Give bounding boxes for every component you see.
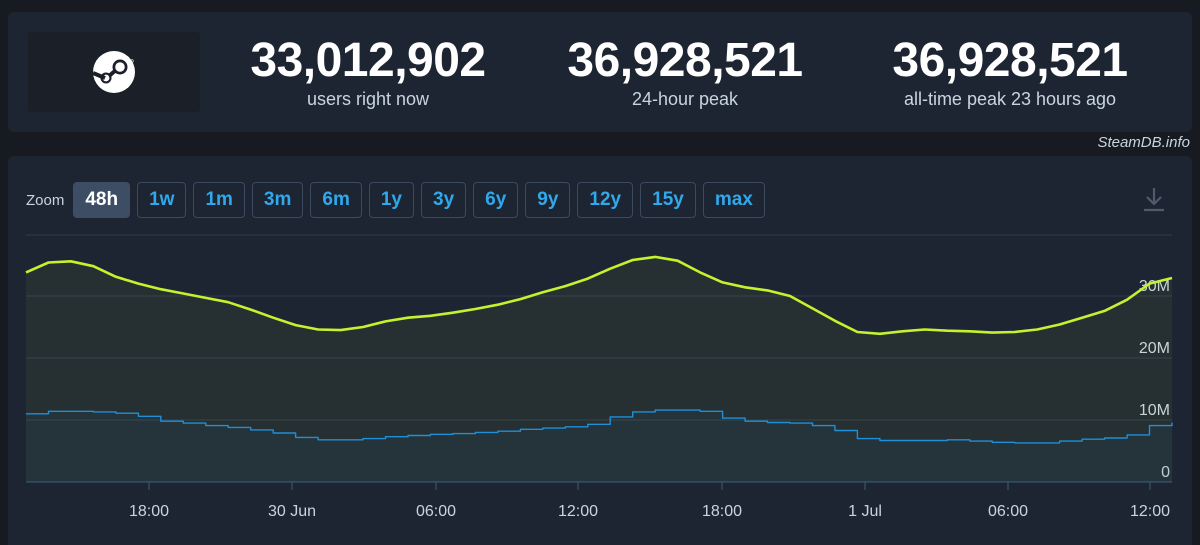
stat-label: users right now	[306, 89, 430, 109]
stat-value: 36,928,521	[892, 34, 1128, 87]
zoom-button-1y[interactable]: 1y	[368, 182, 414, 218]
series-line-0	[25, 255, 1173, 336]
y-tick-label: 30M	[1139, 278, 1170, 295]
zoom-button-3y[interactable]: 3y	[421, 182, 467, 218]
stat-24h-peak: 36,928,521 24-hour peak	[525, 36, 845, 112]
y-tick-label: 20M	[1139, 340, 1170, 357]
zoom-button-1w[interactable]: 1w	[137, 182, 187, 218]
stat-value: 33,012,902	[250, 34, 486, 87]
x-tick-label: 18:00	[129, 503, 169, 520]
stat-label: all-time peak 23 hours ago	[903, 89, 1117, 109]
zoom-button-1m[interactable]: 1m	[193, 182, 245, 218]
x-tick-label: 06:00	[988, 503, 1028, 520]
steam-logo[interactable]	[28, 32, 200, 112]
zoom-button-9y[interactable]: 9y	[525, 182, 571, 218]
stat-users-now: 33,012,902 users right now	[208, 36, 528, 112]
zoom-button-max[interactable]: max	[702, 182, 765, 218]
stat-all-time-peak: 36,928,521 all-time peak 23 hours ago	[850, 36, 1170, 112]
zoom-button-3m[interactable]: 3m	[251, 182, 304, 218]
zoom-button-12y[interactable]: 12y	[577, 182, 634, 218]
steam-logo-icon	[92, 51, 135, 93]
zoom-button-6y[interactable]: 6y	[473, 182, 519, 218]
series-area-0	[26, 256, 1172, 482]
stats-panel: 33,012,902 users right now 36,928,521 24…	[8, 12, 1192, 132]
stat-label: 24-hour peak	[631, 89, 739, 109]
steamdb-credit[interactable]: SteamDB.info	[1097, 134, 1190, 151]
y-tick-label: 0	[1161, 464, 1170, 481]
series-area-1	[26, 410, 1172, 482]
x-tick-label: 12:00	[558, 503, 598, 520]
stat-value: 36,928,521	[567, 34, 803, 87]
x-tick-label: 1 Jul	[848, 503, 882, 520]
x-tick-label: 30 Jun	[268, 503, 316, 520]
download-icon[interactable]	[1140, 184, 1168, 214]
zoom-buttons: 48h 1w 1m 3m 6m 1y 3y 6y 9y 12y 15y max	[73, 182, 772, 218]
x-tick-label: 12:00	[1130, 503, 1170, 520]
y-tick-label: 10M	[1139, 402, 1170, 419]
zoom-bar: Zoom 48h 1w 1m 3m 6m 1y 3y 6y 9y 12y 15y max	[26, 182, 772, 218]
zoom-label: Zoom	[26, 191, 65, 209]
zoom-button-15y[interactable]: 15y	[640, 182, 696, 218]
zoom-button-48h[interactable]: 48h	[73, 182, 131, 218]
x-tick-label: 18:00	[702, 503, 742, 520]
series-line-1	[26, 409, 1173, 444]
zoom-button-6m[interactable]: 6m	[310, 182, 362, 218]
chart-panel: Zoom 48h 1w 1m 3m 6m 1y 3y 6y 9y 12y 15y max	[8, 156, 1192, 545]
x-tick-label: 06:00	[416, 503, 456, 520]
